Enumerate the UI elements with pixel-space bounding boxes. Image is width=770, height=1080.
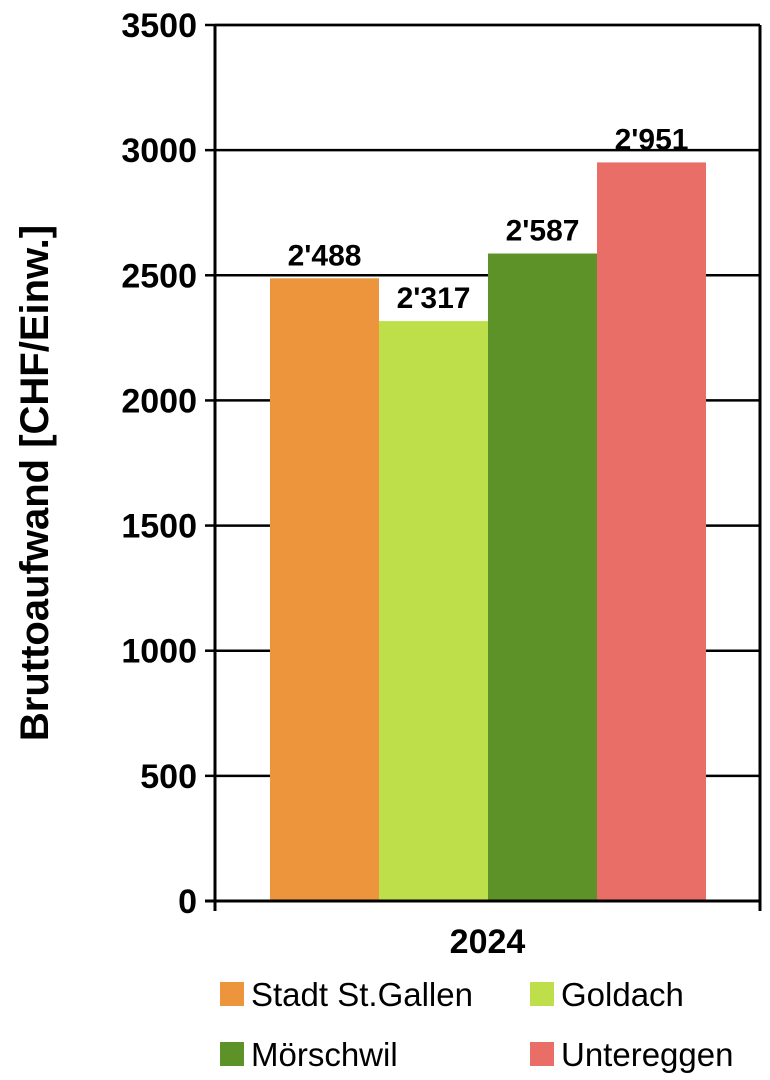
bars	[270, 162, 706, 901]
y-tick-labels: 0 500 1000 1500 2000 2500 3000 3500	[121, 7, 215, 921]
y-tick-label: 1000	[121, 633, 197, 671]
legend-swatch	[220, 1042, 244, 1066]
bar-untereggen	[597, 162, 706, 901]
y-tick-label: 2500	[121, 257, 197, 295]
data-label: 2'587	[506, 215, 580, 248]
legend-swatch	[220, 982, 244, 1006]
data-labels: 2'488 2'317 2'587 2'951	[288, 123, 689, 315]
legend-label: Goldach	[561, 976, 684, 1013]
axes	[205, 23, 762, 911]
legend-label: Stadt St.Gallen	[251, 976, 473, 1013]
bar-goldach	[379, 321, 488, 901]
y-tick-label: 0	[178, 883, 197, 921]
bar-stadt-st-gallen	[270, 278, 379, 901]
data-label: 2'951	[615, 123, 689, 156]
data-label: 2'488	[288, 239, 362, 272]
legend-label: Untereggen	[561, 1036, 733, 1073]
y-tick-label: 2000	[121, 382, 197, 420]
y-tick-label: 3000	[121, 132, 197, 170]
legend: Stadt St.Gallen Goldach Mörschwil Unteregge…	[220, 976, 733, 1073]
x-category-labels: 2024	[450, 923, 526, 961]
legend-swatch	[530, 982, 554, 1006]
legend-label: Mörschwil	[251, 1036, 398, 1073]
y-axis-title: Bruttoaufwand [CHF/Einw.]	[13, 225, 57, 741]
data-label: 2'317	[397, 282, 471, 315]
y-tick-label: 500	[140, 758, 197, 796]
x-category-label: 2024	[450, 923, 526, 961]
legend-swatch	[530, 1042, 554, 1066]
y-tick-label: 1500	[121, 508, 197, 546]
y-tick-label: 3500	[121, 7, 197, 45]
bar-m-rschwil	[488, 253, 597, 901]
